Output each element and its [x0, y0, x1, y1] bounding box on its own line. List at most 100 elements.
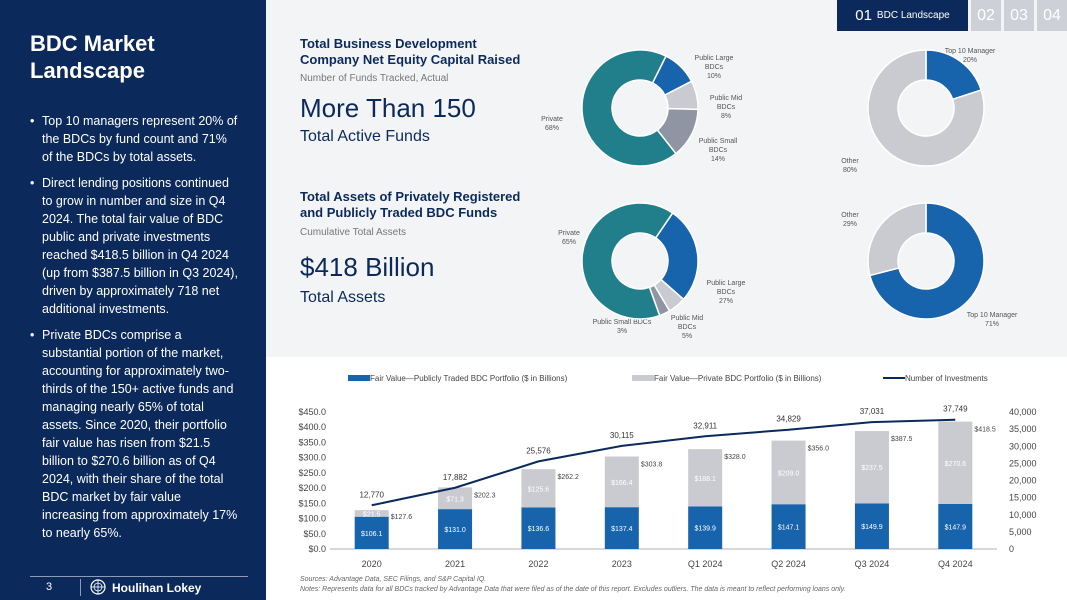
donut-slice-private [581, 49, 677, 167]
chart-legend: Fair Value—Publicly Traded BDC Portfolio… [348, 374, 988, 383]
finding-bullet: Top 10 managers represent 20% of the BDC… [30, 112, 240, 166]
bar-public [604, 507, 639, 549]
section-nav: 01 BDC Landscape 02 03 04 [834, 0, 1067, 31]
y-left-tick-label: $0.0 [308, 544, 326, 554]
donut-label-line: 65% [562, 239, 576, 246]
legend-label: Fair Value—Publicly Traded BDC Portfolio… [370, 374, 568, 383]
tab-bdc-landscape[interactable]: 01 BDC Landscape [837, 0, 968, 31]
bar-public-value: $131.0 [444, 527, 466, 534]
line-point-label: 25,576 [526, 446, 551, 455]
y-right-tick-label: 10,000 [1009, 510, 1037, 520]
x-tick-label: 2021 [445, 559, 465, 569]
key-findings-list: Top 10 managers represent 20% of the BDC… [30, 112, 240, 550]
y-left-tick-label: $300.0 [298, 453, 326, 463]
notes-note: Notes: Represents data for all BDCs trac… [300, 586, 846, 593]
x-tick-label: 2020 [362, 559, 382, 569]
donut-label-line: Public Large [695, 55, 734, 62]
tab-04[interactable]: 04 [1037, 0, 1067, 31]
donut-slice-top-10-manager [868, 202, 985, 320]
bar-total-value: $303.8 [641, 462, 663, 469]
bar-private-value: $209.0 [778, 470, 800, 477]
fair-value-combo-chart: Fair Value—Publicly Traded BDC Portfolio… [298, 374, 1037, 569]
bar-private-value: $166.4 [611, 480, 633, 487]
donut-chart-1: Public Large BDCs 10% Public Mid BDCs 8% Publi… [541, 49, 742, 167]
y-left-tick-label: $350.0 [298, 437, 326, 447]
bar-private [771, 440, 806, 505]
bar-total-value: $202.3 [474, 492, 496, 499]
total-assets-label: Total Assets [300, 289, 386, 306]
bar-private [521, 469, 556, 508]
y-right-tick-label: 20,000 [1009, 476, 1037, 486]
bar-private-value: $188.1 [694, 476, 716, 483]
bar-public-value: $147.9 [945, 524, 967, 531]
line-point-label: 37,031 [860, 407, 885, 416]
bar-total-value: $127.6 [391, 514, 413, 521]
donut-label-public-mid-bdcs: Public Mid BDCs 8% [710, 95, 742, 120]
bar-total-value: $356.0 [808, 446, 830, 453]
y-right-tick-label: 25,000 [1009, 458, 1037, 468]
x-tick-label: Q4 2024 [938, 559, 973, 569]
donut-charts: Public Large BDCs 10% Public Mid BDCs 8% Publi… [541, 48, 1018, 340]
donut-label-line: BDCs [705, 64, 724, 71]
line-point-label: 37,749 [943, 405, 968, 414]
donut-label-public-small-bdcs: Public Small BDCs 14% [699, 138, 738, 163]
legend-item-2: Fair Value—Private BDC Portfolio ($ in B… [632, 374, 822, 383]
footer-divider [30, 576, 248, 577]
donut-label-line: BDCs [717, 104, 736, 111]
bar-total-value: $387.5 [891, 436, 913, 443]
donut-label-line: 3% [617, 328, 627, 335]
investments-line [371, 418, 956, 507]
y-left-tick-label: $100.0 [298, 514, 326, 524]
houlihan-lokey-logo-icon [90, 579, 106, 595]
y-right-tick-label: 15,000 [1009, 493, 1037, 503]
donut-label-public-small-bdcs: Public Small BDCs 3% [593, 319, 652, 335]
donut-label-line: Private [558, 230, 580, 237]
bar-public-value: $139.9 [694, 526, 716, 533]
bar-private-value: $270.6 [945, 461, 967, 468]
y-right-tick-label: 30,000 [1009, 441, 1037, 451]
y-left-tick-label: $200.0 [298, 483, 326, 493]
bar-private-value: $71.3 [446, 496, 464, 503]
y-left-tick-label: $450.0 [298, 407, 326, 417]
x-tick-label: 2023 [612, 559, 632, 569]
line-point-label: 34,829 [776, 415, 801, 424]
donut-label-line: 5% [682, 333, 692, 340]
bar-public [354, 516, 389, 549]
donut-chart-3: Public Large BDCs 27%Public Mid BDCs 5%Publi… [558, 202, 746, 340]
donut-label-other: Other 29% [841, 212, 859, 228]
donut-label-line: Public Small BDCs [593, 319, 652, 326]
bar-private [938, 421, 973, 504]
page-number: 3 [46, 581, 53, 593]
donut-label-line: Public Mid [671, 315, 703, 322]
donut-chart-4: Top 10 Manager 71% Other 29% [841, 202, 1018, 328]
donut-label-line: 20% [963, 57, 977, 64]
donut-label-other: Other 80% [841, 158, 859, 174]
donut-slice-other [867, 202, 927, 277]
investments-line-series: 12,770 17,882 25,576 30,115 32,911 34,829 37,0… [359, 405, 968, 507]
bar-public-value: $149.9 [861, 524, 883, 531]
bar-public-value: $106.1 [361, 531, 383, 538]
y-left-tick-label: $400.0 [298, 422, 326, 432]
donut-label-private: Private 68% [541, 116, 563, 132]
stacked-bars: $106.1 $21.5 $127.6 2020 $131.0 $71.3 $202.3 20… [354, 421, 996, 569]
tab-02[interactable]: 02 [971, 0, 1001, 31]
sidebar: BDC Market Landscape Top 10 managers rep… [0, 0, 266, 600]
legend-swatch [348, 375, 370, 381]
y-right-tick-label: 0 [1009, 544, 1014, 554]
bar-public-value: $147.1 [778, 525, 800, 532]
footer-separator [80, 579, 81, 596]
bar-public [521, 507, 556, 549]
sources-note: Sources: Advantage Data, SEC Filings, an… [300, 576, 487, 583]
donut-slice-private [581, 202, 674, 320]
active-funds-label: Total Active Funds [300, 128, 430, 145]
donut-label-public-large-bdcs: Public Large BDCs 27% [707, 280, 746, 305]
bar-total-value: $418.5 [974, 427, 996, 434]
y-axis-left: $0.0 $50.0 $100.0 $150.0 $200.0 $250.0 $300.0 $… [298, 407, 326, 554]
donut-label-line: BDCs [709, 147, 728, 154]
tab-03[interactable]: 03 [1004, 0, 1034, 31]
line-point-label: 17,882 [443, 473, 468, 482]
donut-label-line: Top 10 Manager [945, 48, 996, 55]
donut-label-line: Other [841, 158, 859, 165]
donut-label-line: 10% [707, 73, 721, 80]
finding-bullet: Direct lending positions continued to gr… [30, 174, 240, 318]
